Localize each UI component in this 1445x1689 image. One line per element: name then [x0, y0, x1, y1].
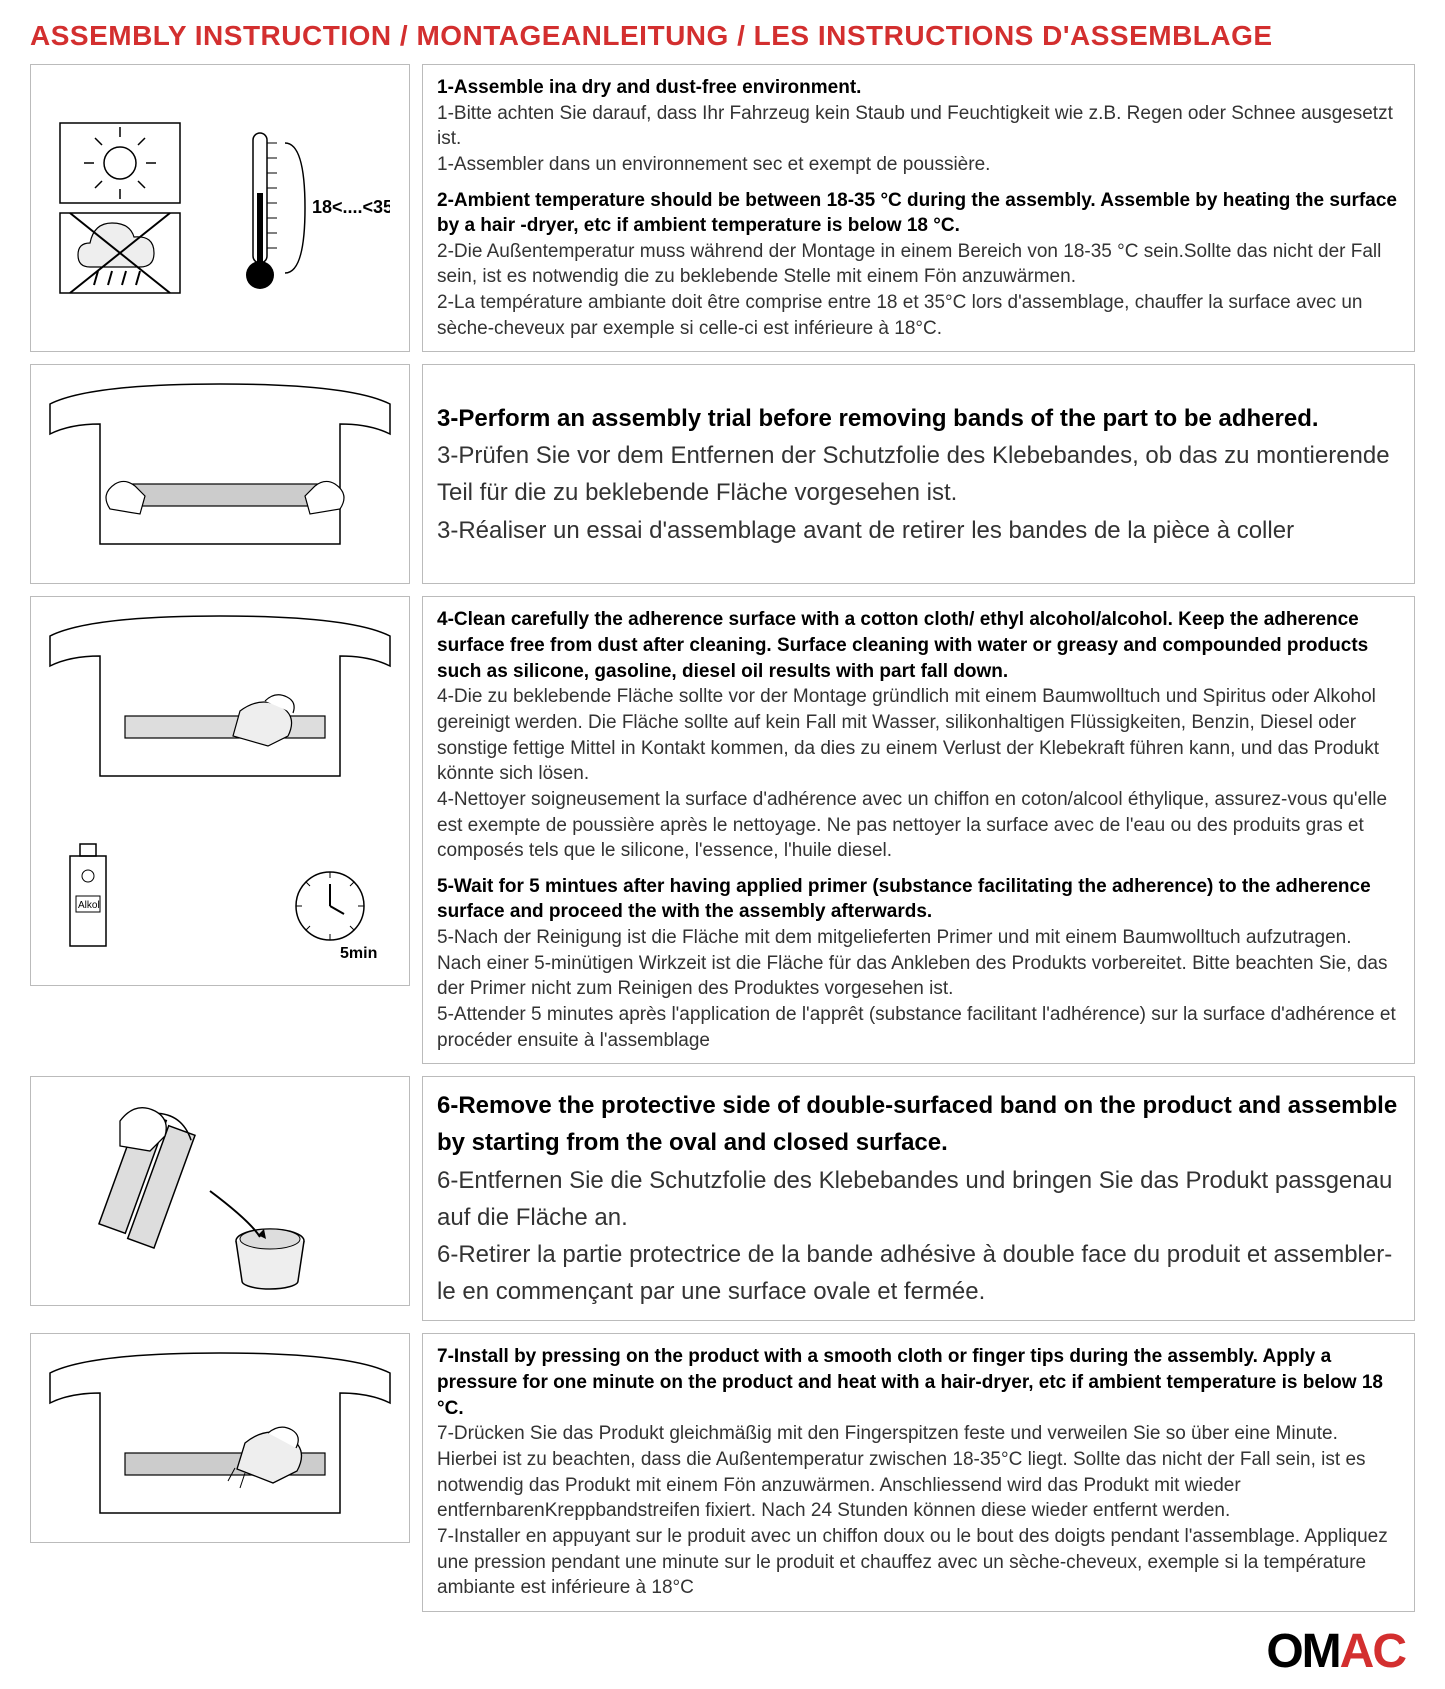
s7-fr: 7-Installer en appuyant sur le produit a… — [437, 1524, 1400, 1601]
logo-part-2: AC — [1340, 1625, 1405, 1678]
text-step-4-5: 4-Clean carefully the adherence surface … — [422, 596, 1415, 1064]
s4-de: 4-Die zu beklebende Fläche sollte vor de… — [437, 684, 1400, 787]
s2-en: 2-Ambient temperature should be between … — [437, 188, 1400, 239]
s1-fr: 1-Assembler dans un environnement sec et… — [437, 152, 1400, 178]
s3-en: 3-Perform an assembly trial before remov… — [437, 400, 1400, 437]
s5-en: 5-Wait for 5 mintues after having applie… — [437, 874, 1400, 925]
illustration-temperature: 18<....<35 C — [30, 64, 410, 352]
s2-de: 2-Die Außentemperatur muss während der M… — [437, 239, 1400, 290]
s6-fr: 6-Retirer la partie protectrice de la ba… — [437, 1236, 1400, 1310]
illustration-clean-wait: Alkol 5min — [30, 596, 410, 986]
s7-en: 7-Install by pressing on the product wit… — [437, 1344, 1400, 1421]
s1-en: 1-Assemble ina dry and dust-free environ… — [437, 75, 1400, 101]
s7-de: 7-Drücken Sie das Produkt gleichmäßig mi… — [437, 1421, 1400, 1524]
row-step-6: 6-Remove the protective side of double-s… — [30, 1076, 1415, 1321]
s6-en: 6-Remove the protective side of double-s… — [437, 1087, 1400, 1161]
s5-de: 5-Nach der Reinigung ist die Fläche mit … — [437, 925, 1400, 1002]
row-step-4-5: Alkol 5min 4-Clean carefully the adheren… — [30, 596, 1415, 1064]
s2-fr: 2-La température ambiante doit être comp… — [437, 290, 1400, 341]
s1-de: 1-Bitte achten Sie darauf, dass Ihr Fahr… — [437, 101, 1400, 152]
s4-fr: 4-Nettoyer soigneusement la surface d'ad… — [437, 787, 1400, 864]
illustration-press — [30, 1333, 410, 1543]
illustration-trial-fit — [30, 364, 410, 584]
text-step-1-2: 1-Assemble ina dry and dust-free environ… — [422, 64, 1415, 352]
s4-en: 4-Clean carefully the adherence surface … — [437, 607, 1400, 684]
text-step-3: 3-Perform an assembly trial before remov… — [422, 364, 1415, 584]
row-step-7: 7-Install by pressing on the product wit… — [30, 1333, 1415, 1611]
temp-label: 18<....<35 C — [312, 197, 390, 217]
brand-logo: OMAC — [30, 1624, 1415, 1679]
illustration-peel — [30, 1076, 410, 1306]
logo-part-1: OM — [1266, 1625, 1339, 1678]
s3-de: 3-Prüfen Sie vor dem Entfernen der Schut… — [437, 437, 1400, 511]
s5-fr: 5-Attender 5 minutes après l'application… — [437, 1002, 1400, 1053]
bottle-label: Alkol — [78, 900, 100, 911]
page-title: ASSEMBLY INSTRUCTION / MONTAGEANLEITUNG … — [30, 20, 1415, 52]
text-step-6: 6-Remove the protective side of double-s… — [422, 1076, 1415, 1321]
row-step-3: 3-Perform an assembly trial before remov… — [30, 364, 1415, 584]
clock-label: 5min — [340, 945, 377, 962]
s6-de: 6-Entfernen Sie die Schutzfolie des Kleb… — [437, 1162, 1400, 1236]
text-step-7: 7-Install by pressing on the product wit… — [422, 1333, 1415, 1611]
row-step-1-2: 18<....<35 C 1-Assemble ina dry and dust… — [30, 64, 1415, 352]
s3-fr: 3-Réaliser un essai d'assemblage avant d… — [437, 512, 1400, 549]
